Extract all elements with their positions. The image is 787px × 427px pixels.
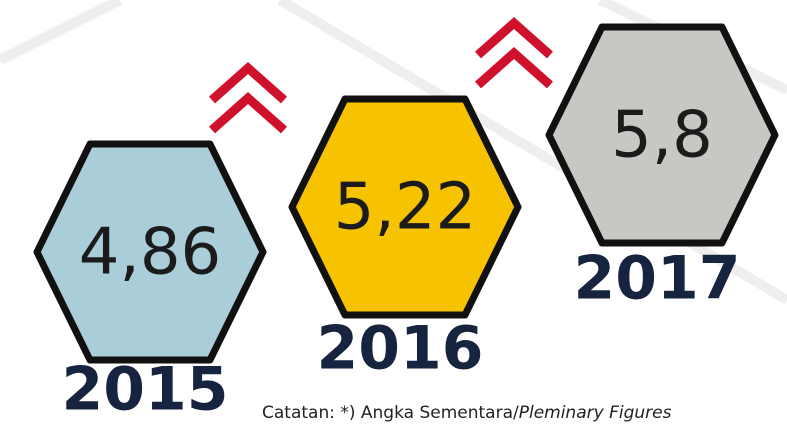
value-label: 5,8: [611, 99, 713, 173]
hexagon: [288, 95, 522, 319]
year-label: 2017: [574, 244, 741, 314]
growth-chevron: [475, 16, 553, 89]
growth-chevron: [209, 61, 287, 134]
hexagon: [545, 23, 779, 247]
value-label: 5,22: [334, 171, 477, 245]
value-label: 4,86: [79, 216, 222, 290]
note-text: Catatan: *) Angka Sementara/: [262, 403, 519, 423]
hexagon: [33, 140, 267, 364]
year-label: 2015: [62, 355, 229, 425]
year-label: 2016: [317, 314, 484, 384]
note-italic: Pleminary Figures: [519, 403, 672, 423]
note: Catatan: *) Angka Sementara/Pleminary Fi…: [262, 403, 672, 423]
